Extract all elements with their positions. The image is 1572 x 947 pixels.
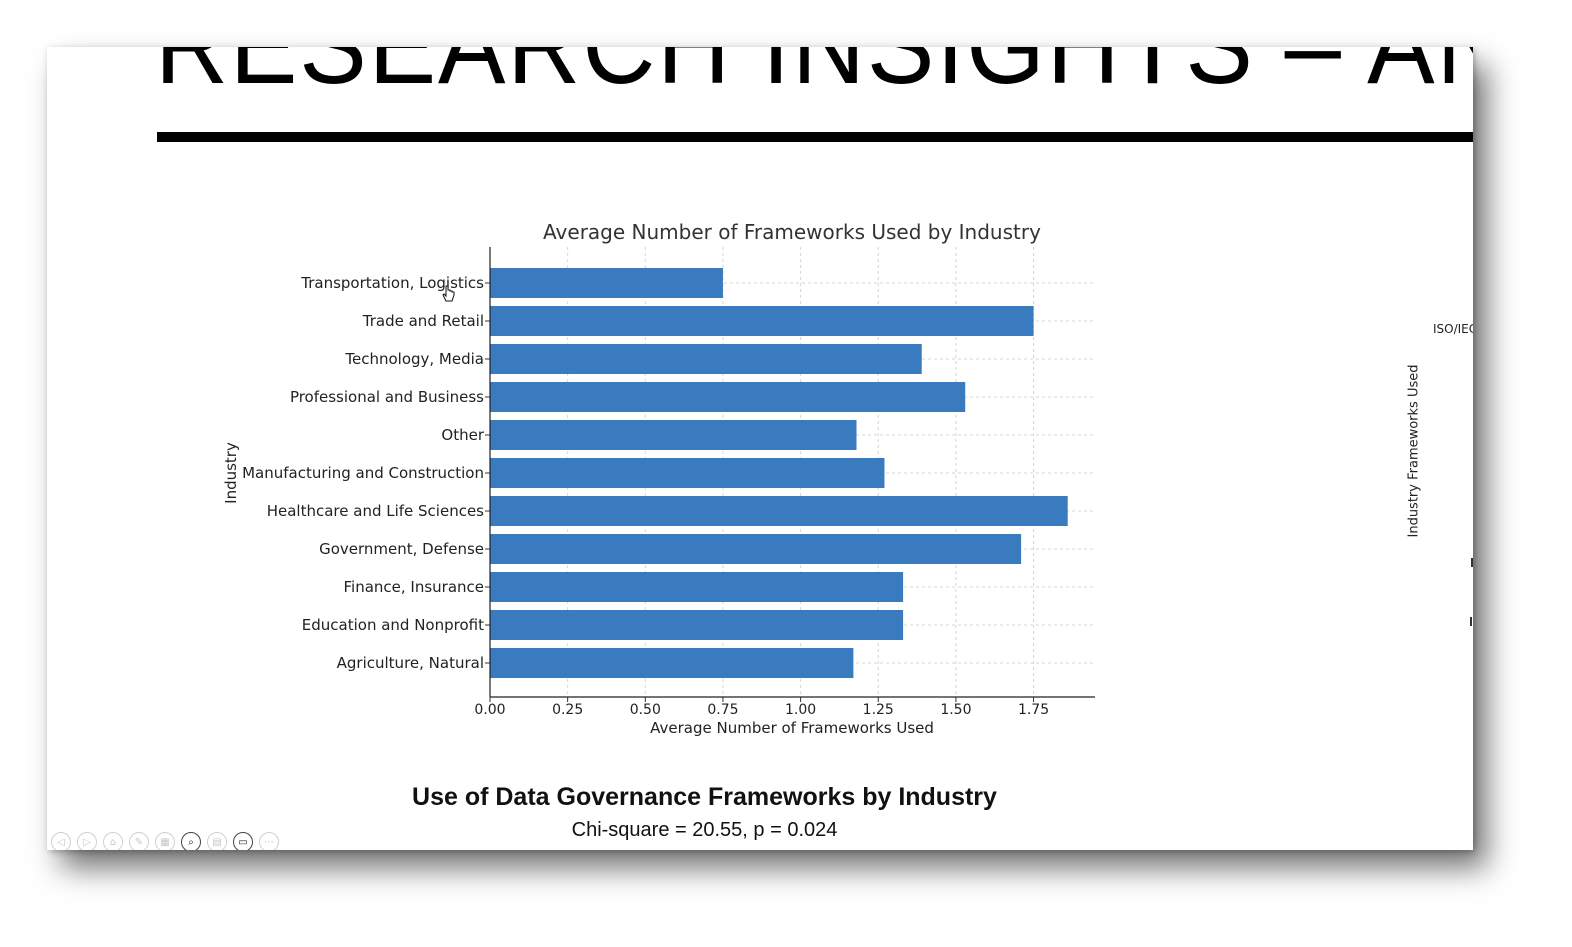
slide-title: RESEARCH INSIGHTS – ANTH	[155, 47, 1473, 111]
ellipsis-icon: ⋯	[264, 836, 274, 848]
bar	[490, 648, 854, 678]
second-chart-axis-title-text: Industry Frameworks Used	[1406, 364, 1422, 538]
home-button[interactable]: ⌂	[103, 832, 123, 850]
arrow-right-icon: ▷	[83, 836, 91, 848]
previous-slide-button[interactable]: ◁	[51, 832, 71, 850]
category-label: Agriculture, Natural	[337, 654, 484, 672]
category-label: Healthcare and Life Sciences	[267, 502, 484, 520]
category-label: Finance, Insurance	[343, 578, 484, 596]
camera-button[interactable]: ▭	[233, 832, 253, 850]
presentation-slide: RESEARCH INSIGHTS – ANTH 0.00 0.25 0.50 0.7…	[47, 47, 1473, 850]
x-tick-label: 1.25	[863, 702, 894, 718]
category-label: Education and Nonprofit	[302, 616, 484, 634]
grid-icon: ▦	[160, 836, 170, 848]
x-tick-label: 1.50	[940, 702, 971, 718]
title-divider	[157, 132, 1473, 142]
category-label: Government, Defense	[319, 540, 484, 558]
subtitles-icon: ▤	[212, 836, 222, 848]
category-label: Manufacturing and Construction	[242, 464, 484, 482]
bar	[490, 572, 904, 602]
second-chart-label: ISO/IEC	[1433, 322, 1473, 336]
bar	[490, 496, 1068, 526]
category-label: Technology, Media	[344, 350, 484, 368]
bar	[490, 420, 857, 450]
bar-chart: 0.00 0.25 0.50 0.75 1.00 1.25 1.50 1.75 Transpor…	[222, 220, 1095, 737]
bar	[490, 306, 1034, 336]
subtitles-button[interactable]: ▤	[207, 832, 227, 850]
camera-icon: ▭	[238, 836, 248, 848]
bar	[490, 344, 922, 374]
bar	[490, 382, 966, 412]
home-icon: ⌂	[109, 836, 117, 848]
zoom-button[interactable]: ⌕	[181, 832, 201, 850]
pen-icon: ✎	[134, 836, 144, 848]
x-tick-label: 0.00	[474, 702, 505, 718]
hand-cursor-icon	[442, 285, 455, 302]
x-tick-label: 1.00	[785, 702, 816, 718]
bar	[490, 458, 885, 488]
arrow-left-icon: ◁	[57, 836, 65, 848]
bar	[490, 610, 904, 640]
x-tick-label: 1.75	[1018, 702, 1049, 718]
figure-caption-statistics: Chi-square = 20.55, p = 0.024	[571, 819, 838, 841]
category-label: Trade and Retail	[362, 312, 484, 330]
figure-caption-title: Use of Data Governance Frameworks by Ind…	[412, 783, 997, 811]
second-chart-tick	[1471, 558, 1473, 567]
category-label: Professional and Business	[290, 388, 484, 406]
x-axis-title: Average Number of Frameworks Used	[650, 719, 934, 737]
bar	[490, 268, 723, 298]
category-label: Transportation, Logistics	[300, 274, 484, 292]
presentation-toolbar: ◁ ▷ ⌂ ✎ ▦ ⌕ ▤ ▭ ⋯	[51, 831, 279, 850]
second-chart-tick	[1470, 617, 1472, 626]
pen-button[interactable]: ✎	[129, 832, 149, 850]
chart-title: Average Number of Frameworks Used by Ind…	[543, 220, 1041, 244]
more-button[interactable]: ⋯	[259, 832, 279, 850]
bar	[490, 534, 1022, 564]
second-chart-axis-title: Industry Frameworks Used	[1407, 364, 1430, 537]
magnifier-icon: ⌕	[188, 836, 194, 848]
slides-grid-button[interactable]: ▦	[155, 832, 175, 850]
x-tick-label: 0.50	[630, 702, 661, 718]
category-label: Other	[441, 426, 484, 444]
next-slide-button[interactable]: ▷	[77, 832, 97, 850]
y-axis-title: Industry	[222, 442, 240, 504]
x-tick-label: 0.75	[707, 702, 738, 718]
x-tick-label: 0.25	[552, 702, 583, 718]
